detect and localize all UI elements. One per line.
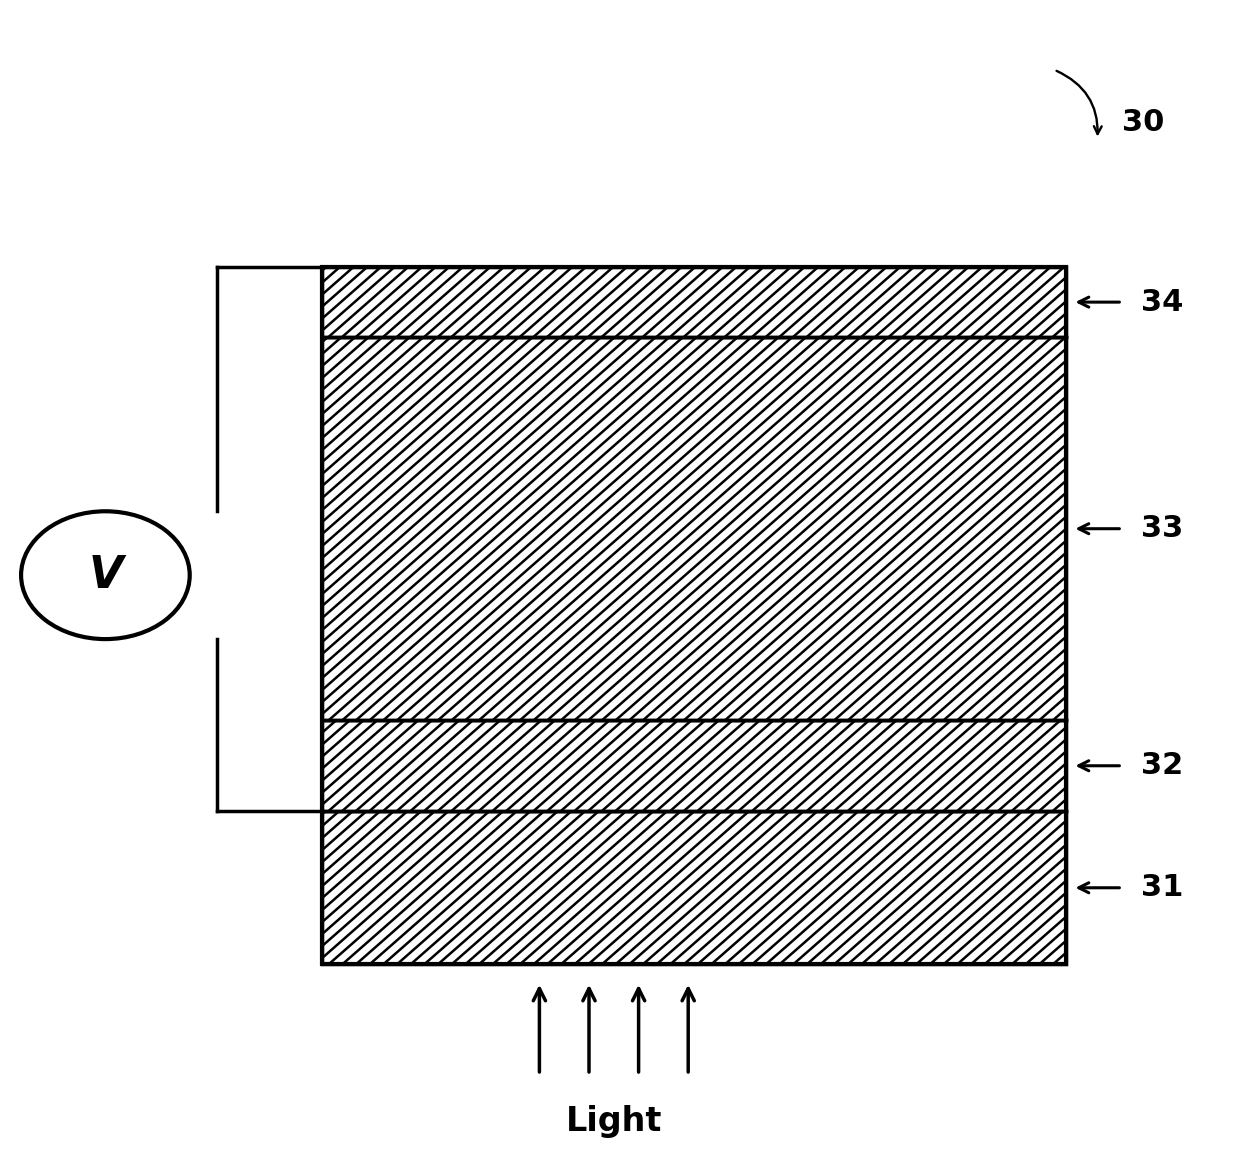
Text: 31: 31 [1141,874,1183,902]
Text: 33: 33 [1141,515,1183,543]
Bar [322,267,1066,337]
FancyArrowPatch shape [1056,71,1101,134]
Text: 32: 32 [1141,752,1183,780]
Text: 34: 34 [1141,288,1183,316]
Bar [322,811,1066,964]
Bar [322,267,1066,964]
Ellipse shape [21,511,190,639]
Bar [322,720,1066,811]
Text: Light: Light [565,1105,662,1138]
Text: 30: 30 [1122,108,1164,136]
Bar [322,337,1066,720]
Text: V: V [88,553,123,597]
